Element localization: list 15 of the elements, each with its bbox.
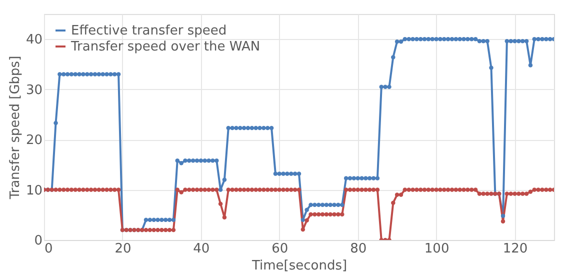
x-tick-label: 40 [193,242,210,256]
legend-label: Effective transfer speed [71,24,227,38]
y-tick-label: 40 [26,32,42,48]
x-tick-label: 120 [502,242,528,256]
x-tick-label: 60 [272,242,288,256]
y-axis-title: Transfer speed [Gbps] [8,56,23,200]
x-tick-label: 80 [350,242,367,256]
y-tick-label: 30 [26,82,42,98]
legend-label: Transfer speed over the WAN [70,40,260,54]
x-tick-label: 20 [114,242,132,256]
x-tick-label: 0 [44,242,53,256]
y-tick-label: 10 [26,183,42,198]
x-tick-label: 100 [424,242,450,256]
x-axis-title: Time[seconds] [250,258,348,274]
y-tick-label: 20 [26,133,42,148]
